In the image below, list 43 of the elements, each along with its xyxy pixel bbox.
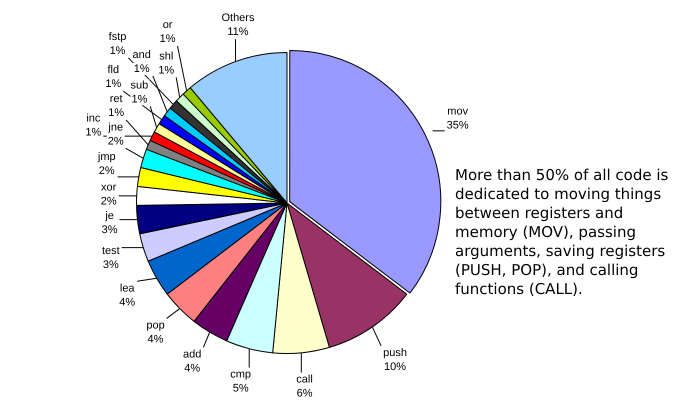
data-label: 4%: [184, 362, 200, 374]
slice-label: xor: [101, 182, 117, 194]
data-label: 1%: [85, 126, 102, 139]
data-label: 1%: [158, 64, 174, 77]
slice-label: je: [104, 210, 114, 222]
slice-label: add: [183, 348, 202, 360]
data-label: 4%: [119, 296, 136, 308]
slice-label: fstp: [108, 30, 126, 43]
data-label: 1%: [105, 78, 122, 90]
slice-label: ret: [110, 92, 123, 105]
data-label: 2%: [108, 135, 124, 148]
slice-label: push: [383, 346, 407, 359]
data-label: 1%: [110, 44, 126, 57]
data-label: 2%: [100, 196, 117, 208]
slice-label: mov: [447, 105, 469, 118]
data-label: 1%: [108, 106, 124, 119]
data-label: 11%: [227, 26, 249, 38]
slice-label: fld: [107, 64, 120, 76]
slice-label: pop: [146, 319, 165, 332]
slice-label: inc: [86, 112, 101, 125]
data-label: 4%: [148, 333, 164, 346]
data-label: 5%: [232, 382, 249, 395]
data-label: 3%: [102, 258, 119, 271]
data-label: 6%: [296, 388, 313, 400]
data-label: 2%: [98, 164, 115, 177]
slice-label: cmp: [230, 368, 252, 381]
data-label: 1%: [160, 33, 176, 46]
data-label: 35%: [446, 119, 469, 132]
slice-label: lea: [120, 282, 136, 294]
slice-label: jmp: [96, 150, 116, 163]
slice-label: jne: [107, 121, 124, 134]
data-label: 1%: [131, 93, 148, 106]
slice-label: and: [132, 48, 151, 61]
slice-label: Others: [221, 12, 255, 24]
data-label: 1%: [134, 62, 150, 75]
data-label: 3%: [102, 224, 118, 236]
slice-label: or: [162, 19, 173, 32]
slice-label: call: [296, 374, 313, 386]
slice-label: sub: [130, 79, 148, 92]
text: More than 50% of all code is dedicated to moving things between registers and memory (MOV), passing arguments, saving registers (PUSH, POP), and calling functions (CALL).: [455, 166, 670, 299]
slice-label: test: [102, 244, 120, 257]
data-label: 10%: [384, 360, 406, 373]
slice-label: shl: [159, 50, 174, 63]
